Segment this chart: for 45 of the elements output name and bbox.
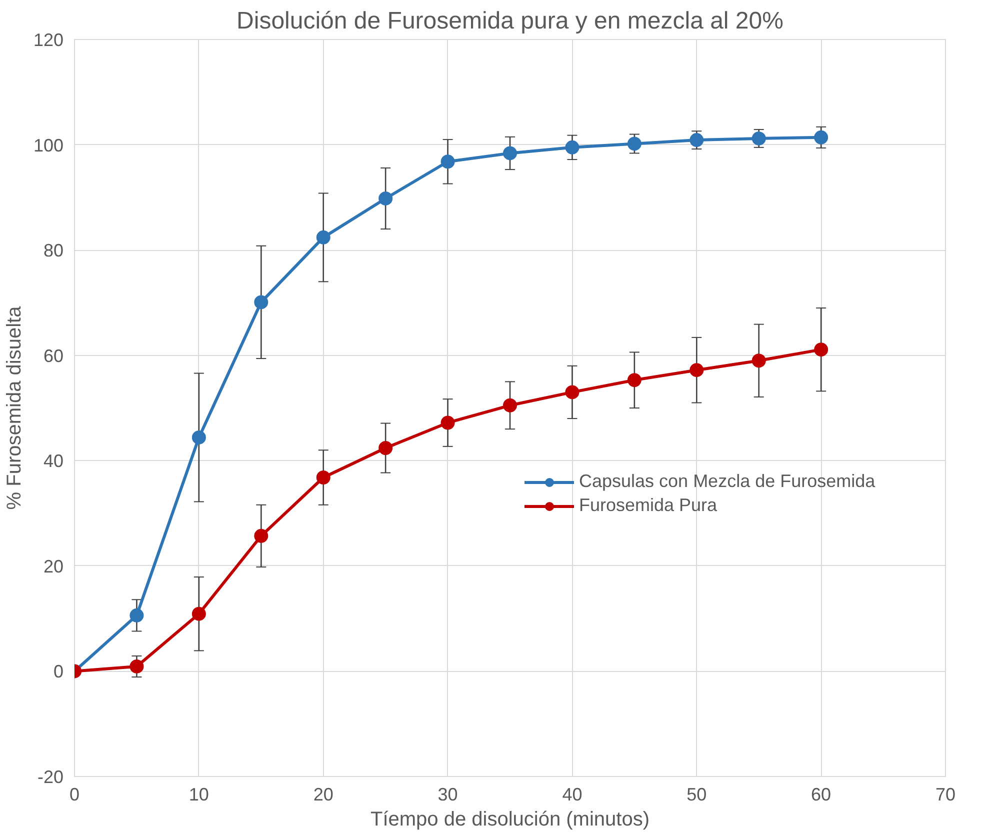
point	[316, 470, 330, 484]
x-tick-label: 0	[69, 784, 80, 804]
point	[192, 606, 206, 621]
y-tick-label: 20	[43, 556, 64, 576]
x-axis-title: Tíempo de disolución (minutos)	[370, 808, 650, 830]
y-tick-label: 100	[33, 135, 64, 156]
y-axis-title: % Furosemida disuelta	[3, 305, 26, 510]
point	[503, 398, 517, 412]
point	[440, 154, 455, 169]
y-tick-label: 60	[43, 346, 64, 366]
x-tick-label: 70	[935, 784, 956, 804]
point	[130, 608, 144, 622]
legend-label: Capsulas con Mezcla de Furosemida	[579, 471, 876, 492]
x-tick-label: 30	[438, 784, 458, 804]
chart-title: Disolución de Furosemida pura y en mezcla al 20%	[236, 8, 784, 34]
x-tick-label: 10	[188, 784, 209, 804]
y-tick-label: 120	[33, 30, 64, 50]
point	[565, 140, 580, 154]
y-tick-label: 40	[43, 451, 64, 472]
point	[254, 528, 268, 543]
x-tick-label: 60	[811, 784, 832, 804]
y-tick-label: 0	[53, 662, 64, 682]
point	[814, 130, 828, 144]
point	[378, 441, 393, 455]
point	[752, 131, 766, 146]
point	[316, 230, 330, 244]
y-tick-label: 80	[43, 240, 64, 261]
point	[690, 363, 704, 378]
point	[752, 354, 766, 368]
point	[627, 136, 642, 151]
point	[565, 385, 580, 400]
x-tick-label: 40	[562, 784, 582, 804]
point	[378, 191, 393, 206]
point	[130, 659, 144, 674]
point	[627, 373, 642, 388]
point	[690, 133, 704, 148]
point	[192, 430, 206, 444]
point	[814, 342, 828, 357]
point	[440, 416, 455, 430]
point	[254, 295, 268, 310]
x-tick-label: 50	[686, 784, 707, 804]
point	[503, 146, 517, 160]
y-tick-label: -20	[37, 767, 64, 787]
x-tick-label: 20	[313, 784, 334, 804]
legend-label: Furosemida Pura	[579, 495, 718, 516]
